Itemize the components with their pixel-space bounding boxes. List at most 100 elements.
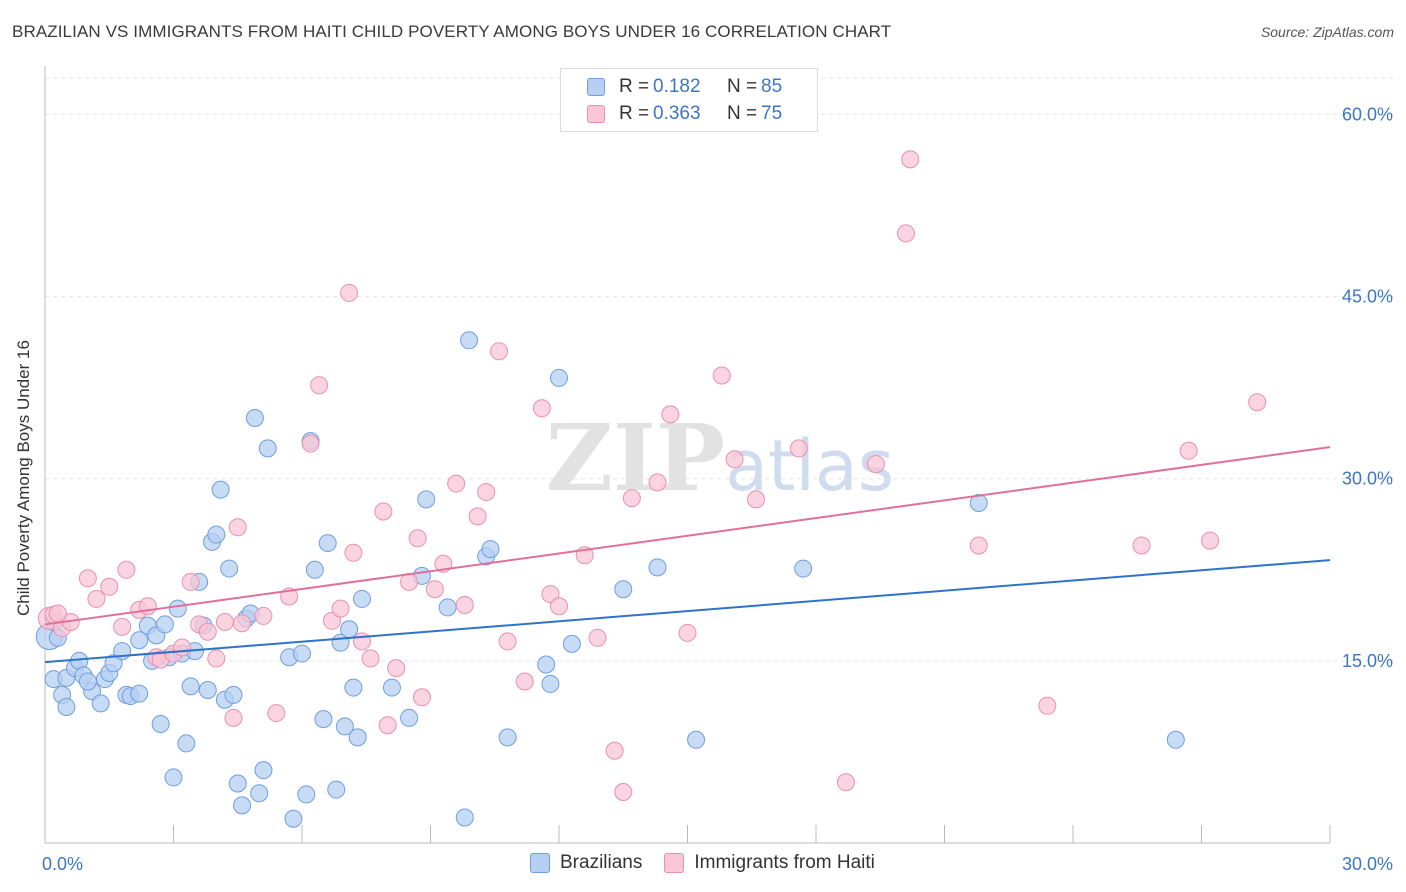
point-haiti — [1179, 441, 1198, 460]
point-brazilians — [151, 715, 170, 733]
point-haiti — [412, 688, 431, 707]
point-brazilians — [614, 580, 633, 599]
point-brazilians — [250, 784, 269, 803]
y-tick-label: 15.0% — [1342, 651, 1393, 671]
point-brazilians — [541, 674, 560, 693]
source-label: Source: ZipAtlas.com — [1260, 24, 1394, 40]
trend-line-haiti — [44, 446, 1331, 626]
point-brazilians — [438, 598, 457, 617]
point-haiti — [173, 638, 192, 657]
legend-r-label: R = — [619, 103, 650, 124]
legend-n-label: N = — [727, 76, 758, 97]
point-haiti — [1132, 536, 1151, 555]
legend-swatch-blue — [530, 853, 550, 873]
point-haiti — [408, 529, 427, 548]
legend-row-brazilians: R = 0.182 N = 85 — [587, 75, 782, 99]
point-brazilians — [382, 678, 401, 697]
point-brazilians — [550, 368, 568, 387]
legend-item-haiti: Immigrants from Haiti — [664, 852, 875, 874]
point-brazilians — [293, 644, 311, 663]
trend-line-brazilians — [44, 559, 1331, 664]
y-tick-label: 30.0% — [1342, 469, 1393, 489]
point-brazilians — [648, 558, 667, 577]
point-haiti — [455, 596, 474, 614]
point-haiti — [447, 474, 466, 493]
point-haiti — [866, 455, 885, 474]
point-haiti — [605, 741, 624, 760]
legend-n-value: 85 — [761, 76, 783, 97]
point-haiti — [113, 617, 132, 636]
legend-label-brazilians: Brazilians — [560, 852, 643, 873]
point-haiti — [374, 502, 393, 521]
point-haiti — [215, 613, 234, 631]
point-haiti — [588, 628, 607, 647]
point-haiti — [661, 405, 680, 424]
point-haiti — [254, 606, 273, 625]
point-haiti — [550, 597, 568, 616]
point-brazilians — [181, 677, 200, 696]
point-haiti — [725, 450, 744, 469]
point-brazilians — [794, 559, 813, 578]
point-brazilians — [687, 730, 706, 749]
point-brazilians — [130, 631, 149, 650]
point-haiti — [468, 507, 487, 526]
legend-item-brazilians: Brazilians — [530, 852, 642, 874]
point-brazilians — [245, 409, 264, 427]
point-haiti — [477, 483, 496, 502]
point-brazilians — [460, 331, 479, 350]
point-haiti — [100, 577, 119, 596]
point-haiti — [224, 708, 243, 727]
point-haiti — [310, 376, 329, 395]
point-brazilians — [211, 480, 230, 499]
legend-swatch-pink — [587, 105, 605, 123]
point-haiti — [747, 490, 766, 509]
point-brazilians — [481, 540, 500, 559]
point-brazilians — [297, 785, 316, 804]
point-haiti — [267, 704, 286, 723]
point-haiti — [378, 716, 397, 735]
point-brazilians — [177, 734, 196, 753]
point-haiti — [301, 434, 320, 453]
point-haiti — [361, 649, 380, 668]
point-brazilians — [78, 672, 97, 691]
point-brazilians — [1166, 730, 1185, 749]
point-brazilians — [220, 559, 239, 578]
point-haiti — [614, 783, 633, 801]
x-tick-label: 0.0% — [42, 854, 83, 874]
point-brazilians — [258, 439, 277, 458]
point-brazilians — [228, 774, 247, 793]
legend-label-haiti: Immigrants from Haiti — [694, 852, 875, 873]
point-haiti — [1248, 393, 1267, 412]
legend-r-value: 0.363 — [653, 103, 701, 124]
point-brazilians — [455, 808, 474, 827]
point-haiti — [233, 614, 252, 633]
legend-r-value: 0.182 — [653, 76, 701, 97]
legend-n-value: 75 — [761, 103, 783, 124]
point-brazilians — [155, 615, 174, 634]
point-haiti — [622, 489, 641, 508]
legend-n-label: N = — [727, 103, 758, 124]
point-haiti — [117, 560, 136, 579]
point-haiti — [387, 659, 406, 678]
point-haiti — [836, 773, 855, 792]
point-haiti — [78, 569, 97, 588]
point-brazilians — [57, 698, 76, 716]
legend-swatch-pink — [664, 853, 685, 873]
point-brazilians — [344, 678, 363, 697]
point-brazilians — [335, 717, 354, 736]
point-brazilians — [130, 684, 149, 703]
point-haiti — [425, 580, 444, 599]
y-axis-title: Child Poverty Among Boys Under 16 — [14, 340, 33, 616]
point-haiti — [207, 649, 226, 668]
point-brazilians — [207, 525, 226, 544]
point-brazilians — [352, 589, 371, 608]
point-haiti — [498, 632, 517, 651]
point-brazilians — [562, 634, 581, 653]
point-haiti — [344, 543, 363, 562]
point-haiti — [515, 672, 534, 691]
point-brazilians — [327, 780, 346, 799]
chart-title: BRAZILIAN VS IMMIGRANTS FROM HAITI CHILD… — [12, 22, 892, 41]
point-haiti — [1038, 696, 1057, 715]
point-brazilians — [400, 708, 419, 727]
